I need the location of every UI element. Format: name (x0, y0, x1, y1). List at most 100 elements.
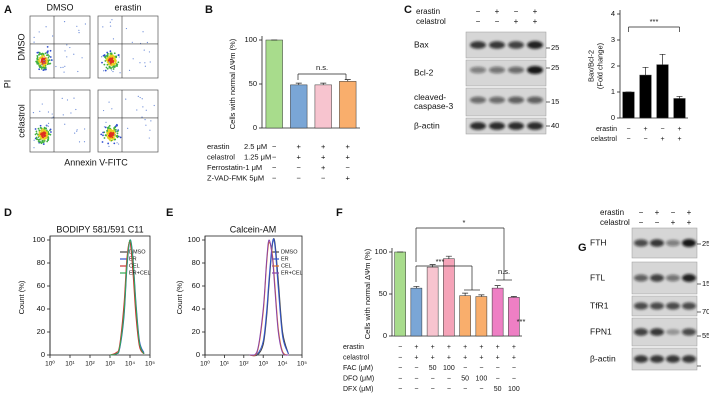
blot-band (634, 355, 648, 363)
error-bar (445, 255, 452, 259)
treatment-sign: + (514, 17, 519, 26)
x-tick-label: 10⁴ (125, 361, 135, 368)
panel-letter: G (578, 242, 587, 254)
flow-dot (127, 127, 129, 129)
row-label: celastrol (16, 104, 26, 138)
flow-dot (45, 124, 47, 126)
flow-dot (49, 133, 52, 136)
treatment-name: celastrol (600, 218, 630, 227)
histogram-line (249, 239, 289, 356)
flow-dot (148, 51, 151, 53)
flow-dot (101, 56, 103, 58)
treatment-sign: − (495, 17, 500, 26)
flow-dot (119, 72, 121, 74)
flow-dot (116, 142, 118, 144)
chart-title: Calcein-AM (230, 224, 277, 234)
flow-dot (142, 106, 144, 108)
flow-dot (118, 56, 120, 58)
flow-dot (107, 131, 110, 134)
x-tick-label: 10³ (105, 361, 115, 368)
flow-dot (48, 59, 51, 62)
flow-dot (131, 41, 133, 43)
bar (673, 98, 686, 119)
flow-dot (111, 108, 113, 110)
treatment-sign: − (512, 375, 516, 382)
flow-dot (81, 57, 83, 59)
flow-dot (106, 130, 109, 132)
flow-dot (110, 59, 113, 62)
y-axis-label: (Fold change) (595, 42, 604, 89)
flow-dot (38, 129, 41, 132)
flow-dot (76, 129, 78, 131)
flow-dot (43, 126, 46, 129)
flow-dot (42, 53, 45, 55)
flow-dot (110, 133, 113, 135)
treatment-name: celastrol (207, 152, 235, 161)
treatment-sign: + (321, 152, 326, 161)
treatment-sign: − (272, 163, 277, 172)
mw-marker: 15 (702, 279, 709, 288)
flow-dot (44, 52, 47, 55)
flow-dot (52, 116, 54, 118)
blot-band (508, 41, 524, 49)
flow-dot (144, 119, 146, 121)
treatment-sign: + (414, 354, 418, 361)
flow-dot (42, 137, 45, 140)
treatment-name: FAC (μM) (343, 365, 373, 372)
flow-dot (70, 112, 72, 114)
significance: *** (517, 317, 526, 326)
x-tick-label: 10⁰ (45, 360, 55, 368)
flow-dot (105, 66, 108, 69)
significance: * (463, 218, 466, 227)
flow-dot (43, 132, 46, 135)
flow-dot (112, 135, 115, 138)
flow-dot (42, 133, 45, 136)
flow-dot (116, 65, 118, 68)
bar (339, 81, 357, 129)
flow-dot (44, 129, 47, 132)
y-tick-label: 4 (611, 9, 615, 18)
blot-strip (631, 347, 698, 371)
treatment-sign: + (346, 142, 351, 151)
significance: *** (650, 17, 659, 26)
flow-dot (109, 50, 112, 53)
treatment-sign: − (272, 173, 277, 182)
flow-dot (113, 142, 116, 145)
flow-dot (34, 133, 37, 136)
flow-dot (40, 67, 43, 70)
flow-dot (46, 131, 49, 134)
panel-letter: A (4, 4, 12, 16)
treatment-sign: − (639, 218, 644, 227)
treatment-name: celastrol (416, 17, 446, 26)
flow-dot (49, 62, 52, 65)
treatment-sign: − (639, 208, 644, 217)
blot-band (634, 239, 648, 247)
flow-dot (111, 19, 113, 21)
flow-dot (39, 136, 42, 139)
treatment-sign: − (414, 365, 418, 372)
flow-dot (63, 71, 65, 73)
treatment-sign: + (687, 218, 692, 227)
y-tick-label: 100 (244, 35, 257, 44)
blot-band (527, 122, 543, 130)
blot-band (527, 41, 543, 49)
flow-dot (33, 36, 35, 38)
flow-dot (38, 60, 41, 62)
flow-dot (116, 130, 118, 133)
panel-letter: B (205, 4, 213, 16)
flow-dot (35, 60, 38, 63)
blot-band (508, 66, 524, 74)
flow-dot (43, 62, 45, 64)
blot-band (470, 66, 486, 74)
column-label: DMSO (47, 2, 74, 12)
flow-dot (43, 135, 46, 138)
error-bar (494, 285, 501, 289)
y-tick-label: 40 (37, 304, 45, 313)
blot-band (682, 355, 696, 363)
flow-dot (78, 141, 81, 143)
treatment-sign: − (321, 173, 326, 182)
treatment-sign: + (321, 142, 326, 151)
band-label: Bcl-2 (414, 67, 434, 77)
treatment-sign: + (512, 354, 516, 361)
treatment-sign: 50 (461, 375, 469, 382)
